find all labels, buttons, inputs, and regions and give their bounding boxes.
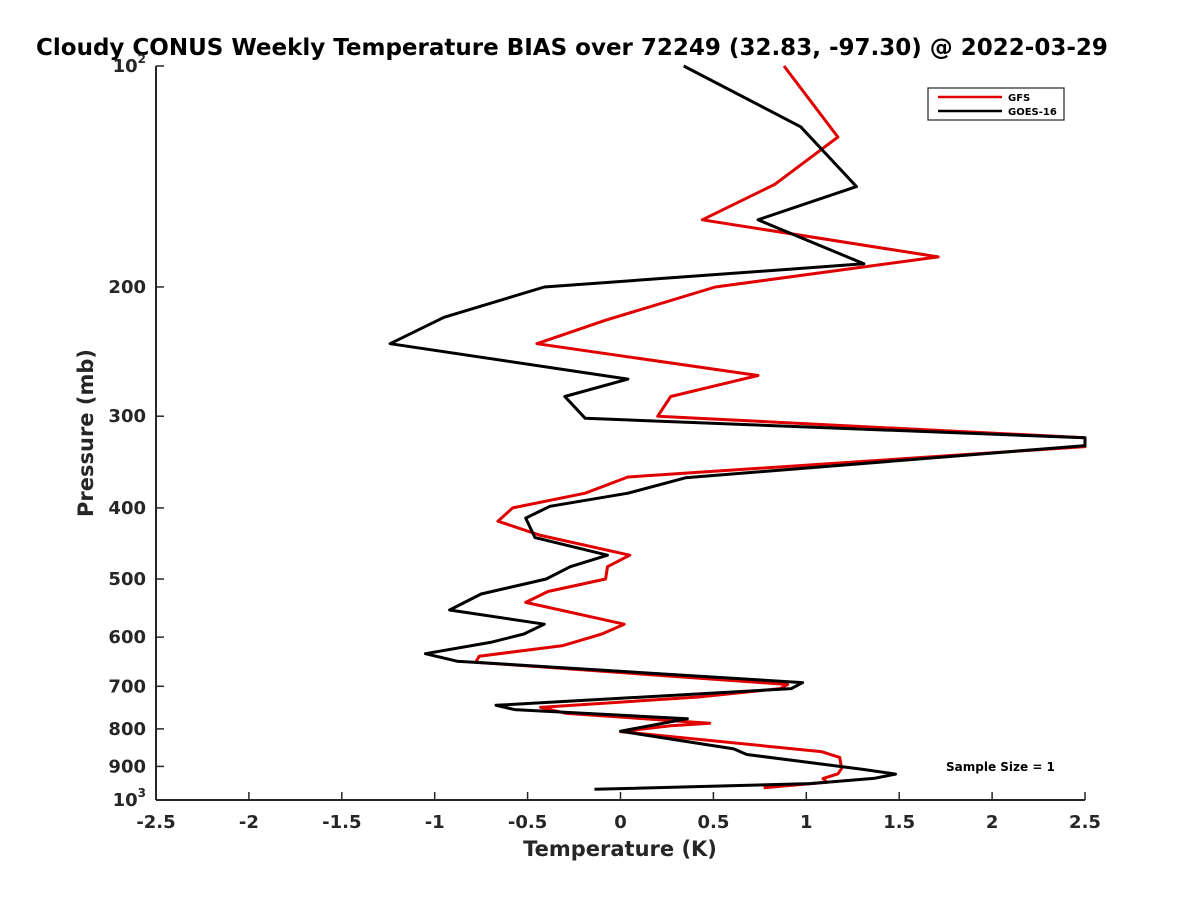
y-axis-label: Pressure (mb): [74, 349, 98, 517]
x-tick-label: 2.5: [1069, 812, 1101, 833]
x-tick-label: 2: [986, 812, 999, 833]
y-tick-label: 500: [108, 569, 146, 590]
x-tick-label: -2: [239, 812, 259, 833]
series-line-goes-16: [388, 64, 1087, 791]
chart-title: Cloudy CONUS Weekly Temperature BIAS ove…: [36, 35, 1108, 61]
plot-area: -2.5 -2 -1.5 -1 -0.5 0 0.5 1 1.5 2 2.5 102 200 300 400…: [108, 52, 1101, 833]
legend: GFS GOES-16: [927, 87, 1065, 121]
x-tick-label: -2.5: [136, 812, 175, 833]
y-tick-label: 103: [113, 786, 146, 811]
y-tick-label: 800: [108, 719, 146, 740]
x-tick-label: 0: [614, 812, 627, 833]
x-tick-label: -1: [425, 812, 445, 833]
y-tick-label: 102: [113, 52, 146, 77]
series-group: [388, 64, 1087, 791]
x-tick-label: 1: [800, 812, 813, 833]
y-tick-label: 700: [108, 676, 146, 697]
legend-entry: GOES-16: [1008, 107, 1057, 118]
y-tick-label: 300: [108, 406, 146, 427]
x-tick-label: -1.5: [322, 812, 361, 833]
y-tick-label: 900: [108, 756, 146, 777]
x-tick-label: 1.5: [883, 812, 915, 833]
x-tick-label: -0.5: [508, 812, 547, 833]
y-tick-label: 400: [108, 498, 146, 519]
legend-entry: GFS: [1008, 93, 1030, 104]
x-tick-label: 0.5: [697, 812, 729, 833]
y-tick-label: 600: [108, 627, 146, 648]
x-axis-label: Temperature (K): [523, 837, 717, 861]
legend-box: [927, 87, 1065, 121]
sample-size-annotation: Sample Size = 1: [946, 760, 1055, 774]
y-tick-label: 200: [108, 277, 146, 298]
